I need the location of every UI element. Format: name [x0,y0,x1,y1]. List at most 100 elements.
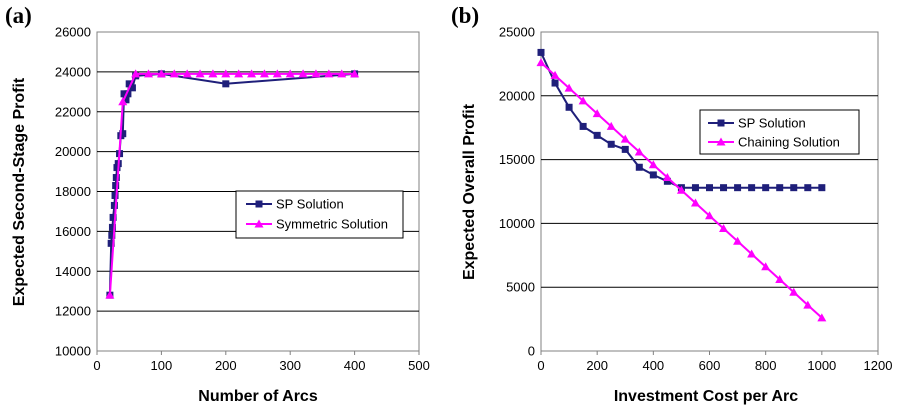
data-point-chaining-solution [705,211,714,220]
data-point-sp-solution [691,184,699,192]
panel-b: (b) 0 5000 10000 15000 20000 25000 0 200 400 600… [451,3,892,405]
panel-b-y-tick-label: 10000 [499,216,535,231]
panel-a-x-tick-labels: 0 100 200 300 400 500 [93,351,430,373]
data-point-chaining-solution [578,96,588,105]
panel-a-y-tick-label: 12000 [55,304,91,319]
panel-b-y-tick-label: 20000 [499,88,535,103]
data-point-symmetric-solution [144,69,154,78]
legend-label-sp-solution: SP Solution [276,197,344,212]
data-point-chaining-solution [550,70,560,79]
data-point-sp-solution [128,84,136,92]
data-point-sp-solution [120,90,128,98]
panel-b-x-tick-label: 200 [586,358,608,373]
panel-b-label: (b) [451,3,479,28]
data-point-symmetric-solution [118,97,128,106]
panel-b-y-axis-title: Expected Overall Profit [461,103,478,280]
data-point-sp-solution [551,79,559,87]
panel-a-y-tick-label: 24000 [55,64,91,79]
legend-marker-symmetric-solution [254,219,264,228]
data-point-sp-solution [124,90,132,98]
data-point-chaining-solution [761,262,771,271]
data-point-sp-solution [790,184,798,192]
data-point-sp-solution [720,184,728,192]
data-point-symmetric-solution [311,69,321,78]
panel-b-legend-box [699,109,860,155]
data-point-symmetric-solution [324,69,334,78]
panel-a-y-tick-label: 10000 [55,344,91,359]
data-point-symmetric-solution [169,69,179,78]
panel-b-y-tick-label: 0 [528,344,535,359]
panel-a-y-tick-label: 26000 [55,25,91,40]
data-point-sp-solution [607,140,615,148]
data-point-chaining-solution [676,185,686,194]
data-point-chaining-solution [564,83,574,92]
panel-b-gridlines [541,95,878,288]
data-point-symmetric-solution [208,69,218,78]
data-point-chaining-solution [592,109,602,118]
panel-b-legend: SP Solution Chaining Solution [699,109,860,155]
data-point-sp-solution [818,184,826,192]
legend-marker-sp-solution [717,119,725,127]
panel-a-x-tick-label: 500 [408,358,430,373]
panel-a-y-tick-labels: 10000 12000 14000 16000 18000 20000 22000 24000… [55,25,91,359]
panel-a-label: (a) [5,3,32,28]
data-point-sp-solution [113,164,121,172]
data-point-chaining-solution [648,160,658,169]
data-point-sp-solution [621,145,629,153]
data-point-symmetric-solution [272,69,282,78]
data-point-chaining-solution [662,172,672,181]
panel-b-x-tick-label: 1200 [864,358,893,373]
panel-b-x-axis-title: Investment Cost per Arc [614,388,798,405]
data-point-chaining-solution [719,224,729,233]
panel-a-x-tick-label: 100 [151,358,173,373]
panel-b-x-tick-label: 600 [699,358,721,373]
data-point-symmetric-solution [234,69,244,78]
data-point-sp-solution [110,201,118,209]
panel-b-x-tick-labels: 0 200 400 600 800 1000 1200 [537,351,892,373]
panel-a-y-tick-label: 20000 [55,144,91,159]
panel-b-x-tick-label: 0 [537,358,544,373]
panel-a-x-tick-label: 0 [93,358,100,373]
data-point-sp-solution [776,184,784,192]
panel-a-y-tick-label: 16000 [55,224,91,239]
panel-b-x-tick-label: 1000 [807,358,836,373]
data-point-sp-solution [748,184,756,192]
data-point-sp-solution [579,122,587,130]
data-point-sp-solution [108,223,116,231]
legend-marker-sp-solution [255,200,263,208]
data-point-chaining-solution [789,287,799,296]
panel-b-x-tick-label: 400 [642,358,664,373]
data-point-sp-solution [649,171,657,179]
data-point-sp-solution [762,184,770,192]
data-point-symmetric-solution [156,69,166,78]
data-point-symmetric-solution [247,69,257,78]
panel-a-x-tick-label: 300 [279,358,301,373]
panel-a-y-tick-label: 14000 [55,264,91,279]
data-point-chaining-solution [536,58,546,67]
panel-b-y-tick-label: 5000 [506,280,535,295]
data-point-symmetric-solution [131,69,141,78]
data-point-sp-solution [537,48,545,56]
data-point-sp-solution [222,80,230,88]
data-point-sp-solution [107,239,115,247]
panel-b-series [536,48,827,322]
data-point-chaining-solution [690,198,700,207]
data-point-symmetric-solution [350,69,360,78]
legend-label-chaining-solution: Chaining Solution [738,135,840,150]
panel-b-y-tick-label: 15000 [499,152,535,167]
data-point-symmetric-solution [259,69,269,78]
data-point-symmetric-solution [105,290,115,299]
panel-a-legend: SP Solution Symmetric Solution [235,190,404,239]
data-point-sp-solution [112,174,120,182]
data-point-sp-solution [734,184,742,192]
panel-b-y-tick-label: 25000 [499,25,535,40]
data-point-sp-solution [112,182,120,190]
data-point-sp-solution [111,191,119,199]
panel-a-y-axis-title: Expected Second-Stage Profit [11,77,28,306]
data-point-chaining-solution [620,134,630,143]
data-point-symmetric-solution [285,69,295,78]
data-point-sp-solution [593,131,601,139]
data-point-symmetric-solution [298,69,308,78]
data-point-sp-solution [122,96,130,104]
